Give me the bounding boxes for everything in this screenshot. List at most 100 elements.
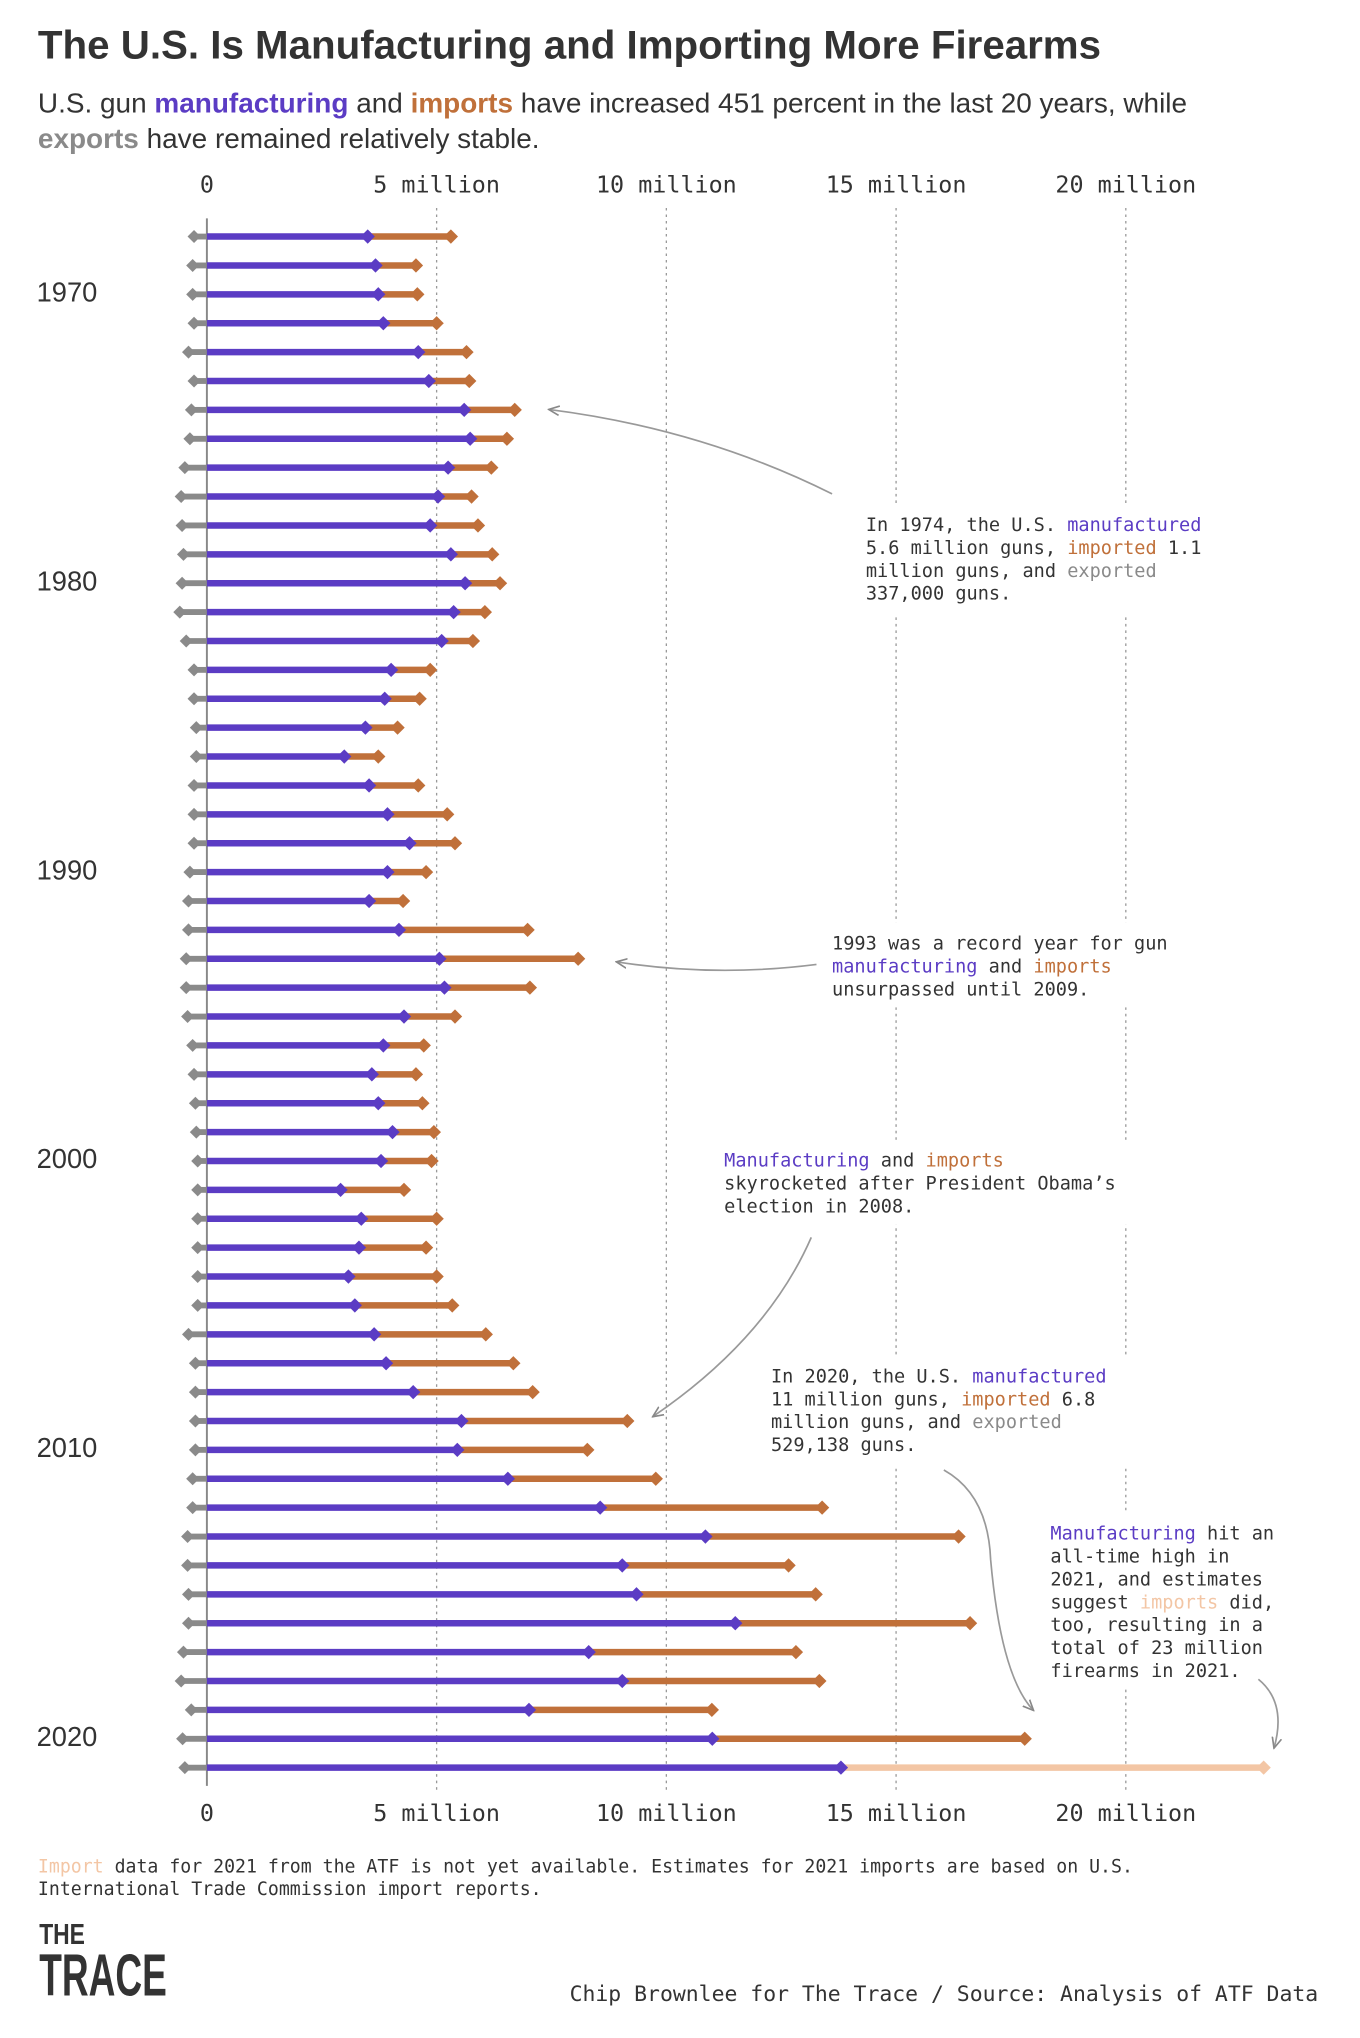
diamond — [333, 1182, 348, 1198]
diamond — [173, 605, 187, 619]
arrow — [616, 962, 817, 972]
x-tick-label: 15 million — [826, 1799, 967, 1827]
diamond — [191, 1270, 205, 1284]
diamond — [187, 316, 201, 330]
diamond — [187, 692, 201, 706]
diamond — [406, 1384, 421, 1400]
arrow — [943, 1469, 1034, 1710]
diamond — [187, 778, 201, 792]
diamond — [183, 432, 197, 446]
x-tick-label: 5 million — [373, 1799, 500, 1827]
arrow — [549, 409, 833, 495]
diamond — [808, 1587, 823, 1602]
text-run: imports — [411, 88, 513, 119]
diamond — [179, 952, 193, 966]
diamond — [380, 807, 395, 822]
diamond — [470, 518, 486, 533]
diamond — [485, 547, 500, 562]
text-run: too, resulting in a — [1050, 1615, 1263, 1636]
diamond — [492, 576, 508, 591]
diamond — [581, 1644, 596, 1660]
y-tick-label: 2000 — [37, 1143, 98, 1174]
diamond — [188, 1414, 202, 1428]
diamond — [418, 1240, 434, 1255]
diamond — [462, 373, 477, 389]
diamond — [408, 1067, 424, 1082]
diamond — [176, 1732, 190, 1746]
diamond — [189, 750, 203, 764]
diamond — [457, 402, 472, 418]
diamond — [182, 894, 196, 908]
annotation-bg — [712, 1139, 1161, 1225]
text-run: million guns, and — [866, 560, 1067, 581]
annotation: Manufacturing hit an — [1050, 1523, 1274, 1544]
text-run: firearms in 2021. — [1050, 1660, 1240, 1681]
diamond — [429, 1211, 444, 1226]
diamond — [580, 1442, 595, 1458]
text-run: and — [348, 88, 410, 119]
footnote: International Trade Commission import re… — [38, 1879, 542, 1900]
diamond — [383, 662, 399, 678]
x-tick-label: 0 — [200, 1799, 214, 1827]
diamond — [182, 1616, 196, 1630]
diamond — [184, 1703, 198, 1717]
diamond — [447, 836, 463, 851]
text-run: total of 23 million — [1050, 1638, 1263, 1659]
text-run: manufactured — [1067, 515, 1201, 536]
text-run: million guns, and — [771, 1412, 972, 1433]
diamond — [371, 287, 386, 302]
y-tick-label: 1990 — [37, 854, 98, 885]
diamond — [454, 1413, 469, 1429]
text-run: data for 2021 from the ATF is not yet av… — [104, 1857, 1133, 1878]
text-run: In 1974, the U.S. — [866, 515, 1067, 536]
diamond — [437, 980, 452, 995]
text-run: 1993 was a record year for gun — [832, 933, 1168, 954]
diamond — [423, 518, 438, 533]
diamond — [412, 691, 427, 706]
text-run: imports — [926, 1150, 1004, 1171]
diamond — [187, 836, 201, 850]
y-tick-label: 1970 — [37, 277, 98, 308]
diamond — [430, 489, 446, 504]
text-run: 6.8 — [1051, 1389, 1096, 1410]
diamond — [402, 836, 417, 851]
diamond — [371, 1096, 386, 1111]
diamond — [187, 663, 201, 677]
diamond — [395, 893, 411, 909]
annotation-bg — [1040, 1512, 1307, 1689]
diamond — [833, 1760, 849, 1775]
text-run: have remained relatively stable. — [139, 123, 540, 154]
annotation: suggest imports did, — [1050, 1592, 1274, 1613]
diamond — [368, 258, 383, 273]
diamond — [182, 1587, 196, 1601]
diamond — [484, 460, 499, 475]
diamond — [347, 1298, 362, 1313]
diamond — [366, 1327, 382, 1342]
diamond — [390, 720, 405, 735]
diamond — [175, 518, 189, 532]
text-run: manufacturing — [832, 956, 977, 977]
annotation-bg — [757, 1356, 1148, 1468]
diamond — [570, 951, 586, 966]
diamond — [704, 1702, 719, 1718]
diamond — [814, 1500, 830, 1515]
text-run: exported — [1067, 560, 1156, 581]
diamond — [179, 634, 193, 648]
diamond — [418, 864, 434, 880]
diamond — [186, 1501, 200, 1515]
text-run: imported — [961, 1389, 1050, 1410]
diamond — [445, 1298, 460, 1313]
diamond — [421, 373, 436, 389]
diamond — [378, 1356, 394, 1371]
diamond — [188, 1096, 202, 1110]
diamond — [364, 1067, 379, 1082]
arrow — [653, 1237, 813, 1416]
diamond — [408, 258, 424, 273]
diamond — [188, 1385, 202, 1399]
diamond — [178, 461, 192, 475]
diamond — [429, 1269, 444, 1284]
text-run: and — [870, 1150, 926, 1171]
annotation: total of 23 million — [1050, 1638, 1263, 1659]
diamond — [698, 1529, 713, 1544]
